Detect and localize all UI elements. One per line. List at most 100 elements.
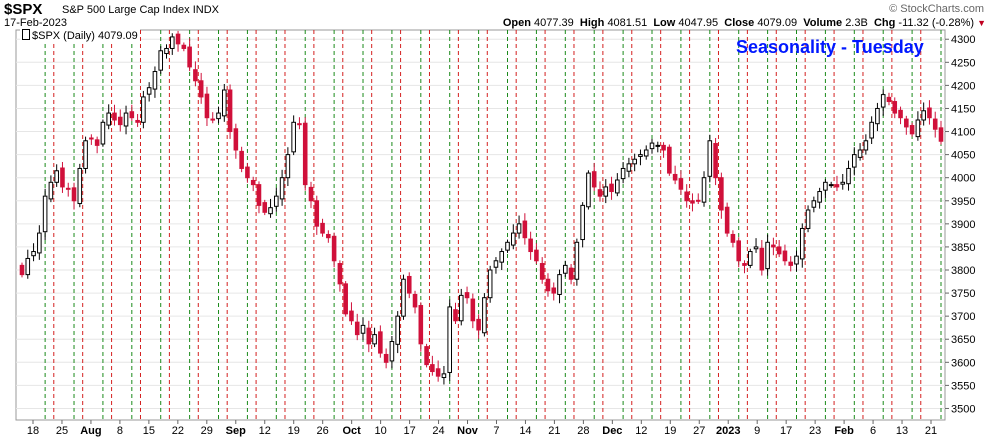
candle-down [383,353,389,363]
candle-down [742,263,747,266]
chg-value: -11.32 (-0.28%) [898,17,975,29]
candle-down [667,146,672,174]
y-tick-label: 4150 [951,103,975,115]
candle-down [435,368,441,377]
candle-up [106,112,111,126]
candle-up [222,89,227,117]
candle-up [655,144,661,147]
stockcharts-brand[interactable]: © StockCharts.com [889,3,984,15]
candle-down [210,118,216,121]
x-tick-label: Feb [834,425,854,437]
candle-down [713,143,718,179]
candle-up [707,140,713,177]
candle-down [453,309,458,322]
x-tick-label: 12 [635,425,647,437]
chart-security-name: S&P 500 Large Cap Index INDX [62,4,219,16]
candle-up [643,149,649,157]
candle-up [169,36,175,49]
x-tick-label: 27 [693,425,705,437]
candle-down [759,247,765,271]
chart-title: Seasonality - Tuesday [736,37,924,57]
y-tick-label: 3900 [951,219,975,231]
x-tick-label: 23 [809,425,821,437]
candle-up [753,246,759,250]
candle-down [551,287,557,294]
candle-down [314,200,320,227]
candle-up [840,181,846,185]
candle-down [597,189,603,197]
candle-down [904,118,909,128]
candle-down [94,139,100,146]
x-tick-label: 7 [493,425,499,437]
candle-up [765,241,770,270]
volume-value: 2.3B [845,17,868,29]
candle-down [354,321,360,336]
candle-up [626,163,632,172]
candle-up [811,200,817,208]
x-tick-label: Nov [457,425,479,437]
exchange-code: INDX [192,4,219,16]
security-name: S&P 500 Large Cap Index [62,4,190,16]
candle-up [817,191,822,203]
candle-down [418,305,424,345]
candle-down [522,220,528,239]
candle-down [193,69,198,82]
x-tick-label: 8 [117,425,123,437]
candle-down [198,80,204,98]
candle-up [632,158,637,165]
candle-up [100,121,106,145]
x-tick-label: Sep [226,425,246,437]
candle-down [528,238,533,253]
candle-up [516,223,522,234]
candle-up [146,87,152,95]
candle-down [19,264,25,276]
y-tick-label: 3650 [951,334,975,346]
candle-down [782,250,788,262]
candle-down [690,200,695,204]
candle-up [499,251,505,263]
candle-up [372,334,377,345]
candle-down [187,46,192,68]
y-tick-label: 3850 [951,242,975,254]
y-tick-label: 4250 [951,57,975,69]
candle-up [31,251,36,257]
candle-down [788,261,794,266]
candle-down [262,202,268,213]
chart-date: 17-Feb-2023 [4,17,67,29]
x-tick-label: 10 [374,425,386,437]
candle-down [430,364,435,373]
candle-down [464,292,470,299]
plot-area [15,29,946,421]
x-tick-label: 24 [432,425,444,437]
candle-down [684,191,689,202]
quote-summary: Open 4077.39 High 4081.51 Low 4047.95 Cl… [503,17,986,29]
candle-up [141,96,146,123]
candle-up [25,257,31,276]
candle-down [175,33,181,45]
candle-down [297,123,302,126]
x-tick-label: 15 [143,425,155,437]
candle-up [268,207,273,215]
candle-up [857,149,863,158]
y-tick-label: 3700 [951,311,975,323]
candle-down [343,283,348,315]
x-tick-label: 14 [519,425,531,437]
candle-down [724,206,730,234]
x-tick-label: 29 [201,425,213,437]
y-tick-label: 3600 [951,357,975,369]
chart-symbol: $SPX [4,1,43,18]
candle-up [846,167,851,185]
candle-down [898,109,903,119]
y-tick-label: 3500 [951,403,975,415]
close-label: Close [724,17,755,29]
candle-up [77,167,83,205]
legend-label: $SPX (Daily) 4079.09 [32,30,138,42]
x-tick-label: 9 [754,425,760,437]
candle-up [216,112,221,120]
candle-up [505,241,510,251]
x-tick-label: 28 [577,425,589,437]
low-value: 4047.95 [678,17,719,29]
candle-up [828,184,834,187]
high-label: High [579,17,605,29]
candle-down [349,310,354,322]
